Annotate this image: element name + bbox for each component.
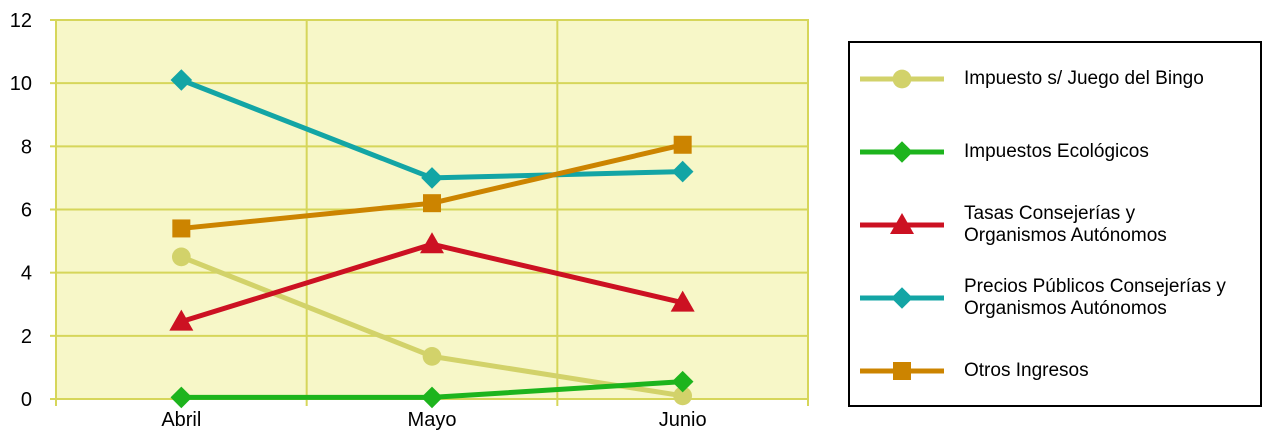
- legend-label: Impuesto s/ Juego del Bingo: [964, 68, 1204, 89]
- legend-item: Precios Públicos Consejerías y Organismo…: [850, 268, 1260, 328]
- legend-item: Impuesto s/ Juego del Bingo: [850, 49, 1260, 109]
- data-point: [421, 386, 443, 409]
- series-impuesto-s-juego-del-bingo: [171, 247, 693, 406]
- legend-item: Tasas Consejerías y Organismos Autónomos: [850, 195, 1260, 255]
- data-point: [670, 290, 695, 312]
- y-tick-label: 2: [21, 326, 32, 348]
- data-point: [172, 219, 191, 238]
- legend-label: Otros Ingresos: [964, 360, 1089, 381]
- legend-label: Precios Públicos Consejerías y Organismo…: [964, 276, 1226, 319]
- legend-marker: [892, 69, 912, 89]
- data-point: [673, 386, 693, 406]
- y-tick-label: 6: [21, 200, 32, 222]
- series-precios-publicos-consejerias-y-organismos-autonomos: [170, 69, 694, 189]
- chart-legend: Impuesto s/ Juego del Bingo Impuestos Eco…: [848, 41, 1262, 407]
- data-point: [671, 370, 694, 393]
- data-point: [422, 347, 442, 366]
- legend-marker: [890, 213, 914, 234]
- y-tick-label: 4: [21, 263, 32, 285]
- data-point: [671, 160, 694, 183]
- data-point: [171, 247, 191, 267]
- y-tick-label: 12: [10, 10, 32, 32]
- legend-swatch: [860, 287, 944, 309]
- legend-swatch: [860, 362, 944, 380]
- series-impuestos-ecologicos: [170, 370, 694, 409]
- data-point: [423, 194, 441, 213]
- legend-swatch: [860, 213, 944, 234]
- series-tasas-consejerias-y-organismos-autonomos: [169, 232, 695, 331]
- data-point: [421, 167, 443, 189]
- y-tick-label: 8: [21, 136, 32, 158]
- data-point: [169, 309, 194, 331]
- data-point: [170, 386, 193, 409]
- series-otros-ingresos: [172, 135, 692, 238]
- y-tick-label: 10: [10, 73, 32, 95]
- legend-label: Tasas Consejerías y Organismos Autónomos: [964, 203, 1167, 246]
- legend-swatch: [860, 69, 944, 89]
- x-tick-label: Abril: [161, 409, 201, 431]
- legend-marker: [891, 287, 913, 309]
- data-point: [673, 135, 692, 154]
- legend-item: Otros Ingresos: [850, 341, 1260, 401]
- legend-swatch: [860, 141, 944, 163]
- legend-label: Impuestos Ecológicos: [964, 141, 1149, 162]
- x-tick-label: Mayo: [408, 409, 457, 431]
- y-tick-label: 0: [21, 389, 32, 411]
- line-chart: 0 2 4 6 8 10 12 Abril Mayo Junio: [10, 10, 809, 431]
- legend-marker: [891, 141, 913, 163]
- data-point: [420, 232, 444, 254]
- legend-marker: [893, 362, 911, 380]
- legend-item: Impuestos Ecológicos: [850, 122, 1260, 182]
- data-point: [170, 69, 193, 91]
- x-tick-label: Junio: [659, 409, 707, 431]
